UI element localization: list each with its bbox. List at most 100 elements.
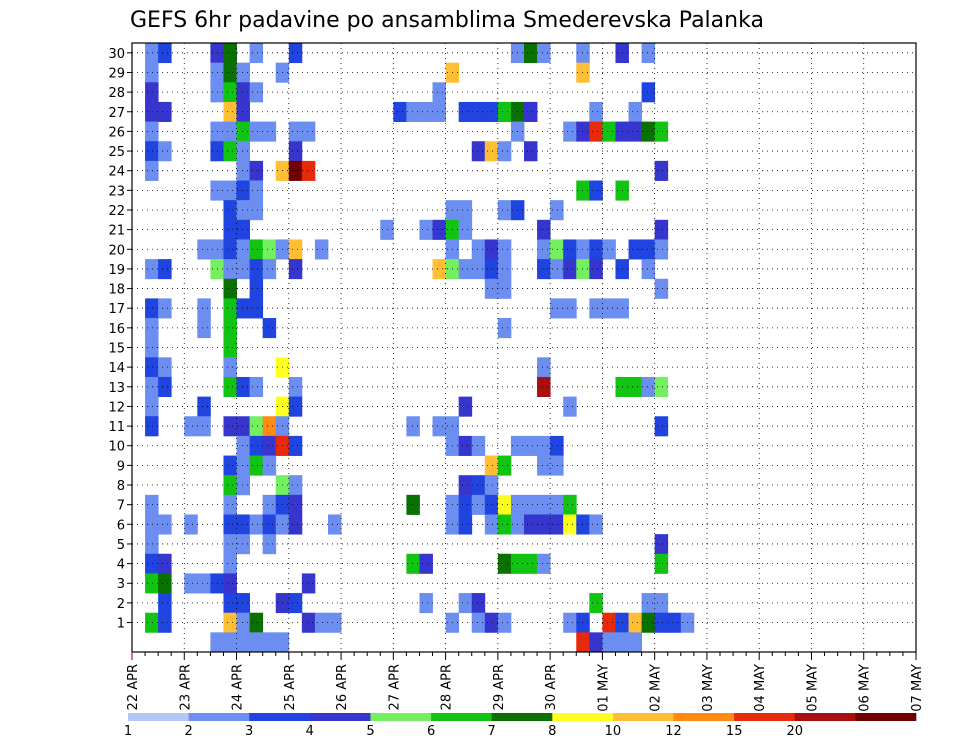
heat-cell bbox=[328, 514, 342, 535]
legend-swatch bbox=[855, 713, 917, 721]
heat-cell bbox=[145, 121, 159, 142]
legend-swatch bbox=[491, 713, 553, 721]
heat-cell bbox=[550, 514, 564, 535]
heat-cell bbox=[432, 259, 446, 280]
heat-cell bbox=[262, 318, 277, 339]
heat-cell bbox=[223, 259, 237, 280]
heat-cell bbox=[288, 514, 303, 535]
heat-cell bbox=[406, 494, 420, 515]
heat-cell bbox=[184, 573, 198, 594]
heat-cell bbox=[563, 514, 577, 535]
heat-cell bbox=[288, 435, 303, 456]
y-tick-label: 11 bbox=[108, 420, 125, 435]
heat-cell bbox=[576, 43, 590, 64]
x-tick-label: 03 MAY bbox=[701, 664, 716, 712]
heat-cell bbox=[249, 612, 264, 633]
x-tick-label: 04 MAY bbox=[753, 664, 768, 712]
grid-lines bbox=[132, 43, 916, 652]
heat-cell bbox=[223, 101, 237, 122]
heat-cell bbox=[550, 259, 564, 280]
heat-cell bbox=[484, 514, 499, 535]
y-tick-label: 26 bbox=[108, 125, 125, 140]
heat-cell bbox=[236, 101, 250, 122]
heat-cell bbox=[223, 121, 237, 142]
heat-cell bbox=[328, 612, 342, 633]
legend-label: 1 bbox=[124, 724, 132, 739]
legend-label: 4 bbox=[306, 724, 314, 739]
heat-cell bbox=[262, 121, 277, 142]
heat-cell bbox=[145, 396, 159, 417]
heat-cell bbox=[497, 278, 512, 299]
heat-cell bbox=[471, 593, 486, 614]
heat-cell bbox=[223, 494, 237, 515]
heat-cell bbox=[145, 376, 159, 398]
y-tick-label: 5 bbox=[117, 538, 125, 553]
heat-cell bbox=[641, 82, 656, 103]
legend-swatch bbox=[431, 713, 492, 721]
heat-cell bbox=[197, 239, 211, 260]
heat-cell bbox=[406, 101, 420, 122]
heat-cell bbox=[667, 612, 682, 633]
heat-cell bbox=[393, 101, 407, 122]
x-tick-label: 06 MAY bbox=[858, 664, 873, 712]
heat-cell bbox=[145, 553, 159, 574]
heat-cell bbox=[471, 475, 486, 496]
heat-cell bbox=[576, 514, 590, 535]
heat-cell bbox=[654, 239, 669, 260]
heat-cell bbox=[223, 612, 237, 633]
heat-cell bbox=[458, 435, 473, 456]
heat-cell bbox=[236, 239, 250, 260]
x-tick-label: 30 APR bbox=[544, 664, 559, 710]
heat-cell bbox=[524, 141, 538, 162]
y-tick-label: 30 bbox=[108, 47, 125, 62]
heat-cell bbox=[641, 121, 656, 142]
heat-cell bbox=[223, 455, 237, 476]
heat-cell bbox=[432, 219, 446, 240]
heat-cell bbox=[654, 376, 669, 398]
heat-cell bbox=[288, 141, 303, 162]
heat-cell bbox=[537, 43, 551, 64]
heat-cell bbox=[314, 239, 329, 260]
heat-cell bbox=[484, 141, 499, 162]
heat-cell bbox=[419, 219, 433, 240]
heat-cell bbox=[288, 121, 303, 142]
heat-cell bbox=[223, 200, 237, 221]
heat-cell bbox=[419, 553, 433, 574]
y-tick-label: 16 bbox=[108, 322, 125, 337]
heat-cell bbox=[589, 259, 603, 280]
heat-cell bbox=[524, 494, 538, 515]
heat-cell bbox=[262, 534, 277, 555]
heat-cell bbox=[628, 121, 642, 142]
heat-cell bbox=[537, 494, 551, 515]
y-tick-label: 2 bbox=[117, 597, 125, 612]
y-tick-label: 7 bbox=[117, 499, 125, 514]
y-tick-label: 6 bbox=[117, 518, 125, 533]
heat-cell bbox=[288, 396, 303, 417]
heat-cell bbox=[576, 239, 590, 260]
heat-cell bbox=[223, 62, 237, 83]
heat-cell bbox=[314, 612, 329, 633]
y-tick-label: 20 bbox=[108, 243, 125, 258]
heat-cell bbox=[563, 612, 577, 633]
legend-label: 12 bbox=[665, 724, 682, 739]
heat-cell bbox=[236, 259, 250, 280]
heat-cell bbox=[654, 553, 669, 574]
heat-cell bbox=[458, 475, 473, 496]
heat-cell bbox=[236, 82, 250, 103]
heat-cell bbox=[236, 534, 250, 555]
legend-label: 20 bbox=[787, 724, 804, 739]
heat-cell bbox=[262, 435, 277, 456]
x-tick-label: 05 MAY bbox=[806, 664, 821, 712]
heat-cell bbox=[158, 593, 172, 614]
heat-cell bbox=[262, 514, 277, 535]
heat-cell bbox=[288, 376, 303, 398]
heat-cell bbox=[537, 259, 551, 280]
heat-cell bbox=[223, 376, 237, 398]
heat-cell bbox=[406, 553, 420, 574]
heat-cell bbox=[497, 553, 512, 574]
heat-cell bbox=[628, 376, 642, 398]
heat-cell bbox=[602, 239, 616, 260]
heat-cell bbox=[654, 612, 669, 633]
heat-cell bbox=[301, 573, 316, 594]
y-tick-label: 18 bbox=[108, 283, 125, 298]
